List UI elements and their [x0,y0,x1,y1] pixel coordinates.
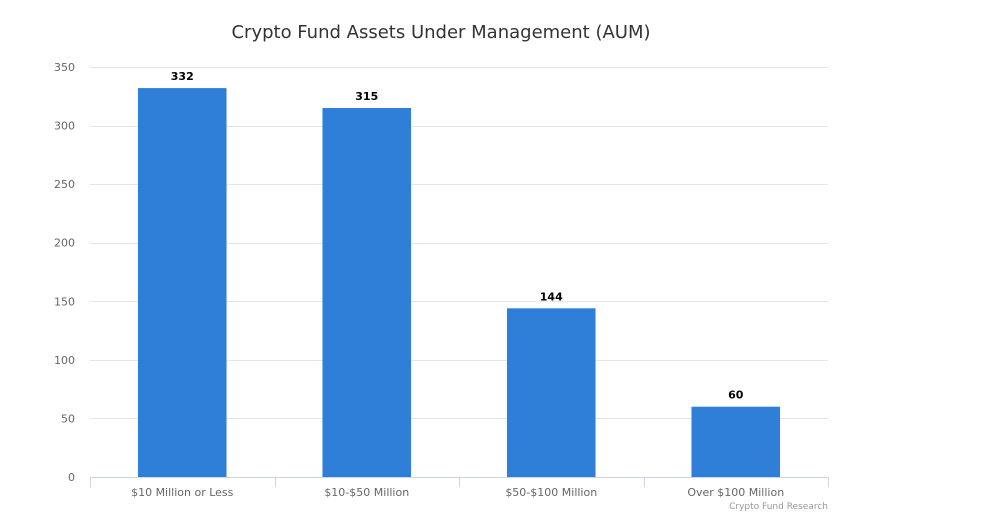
chart-title: Crypto Fund Assets Under Management (AUM… [231,22,650,43]
bars [137,88,781,477]
y-tick-label: 150 [54,295,75,308]
data-label: 315 [355,90,378,103]
y-tick-label: 250 [54,178,75,191]
y-tick-label: 300 [54,120,75,133]
chart-credit[interactable]: Crypto Fund Research [729,502,828,512]
x-category-label: $10-$50 Million [324,486,409,499]
x-category-label: $50-$100 Million [505,486,597,499]
bar-1[interactable] [322,108,412,477]
y-tick-label: 350 [54,61,75,74]
y-tick-label: 0 [68,471,75,484]
x-axis: $10 Million or Less $10-$50 Million $50-$1… [90,477,829,499]
x-category-label: Over $100 Million [687,486,784,499]
data-label: 144 [540,290,563,303]
bar-3[interactable] [691,406,781,477]
y-tick-label: 100 [54,354,75,367]
bar-0[interactable] [137,88,227,477]
y-tick-label: 50 [61,412,75,425]
y-axis-tick-labels: 0 50 100 150 200 250 300 350 [54,61,75,484]
bar-2[interactable] [506,308,596,477]
data-label: 332 [171,70,194,83]
data-labels: 332 315 144 60 [171,70,744,402]
y-tick-label: 200 [54,237,75,250]
data-label: 60 [728,389,744,402]
x-category-label: $10 Million or Less [131,486,234,499]
